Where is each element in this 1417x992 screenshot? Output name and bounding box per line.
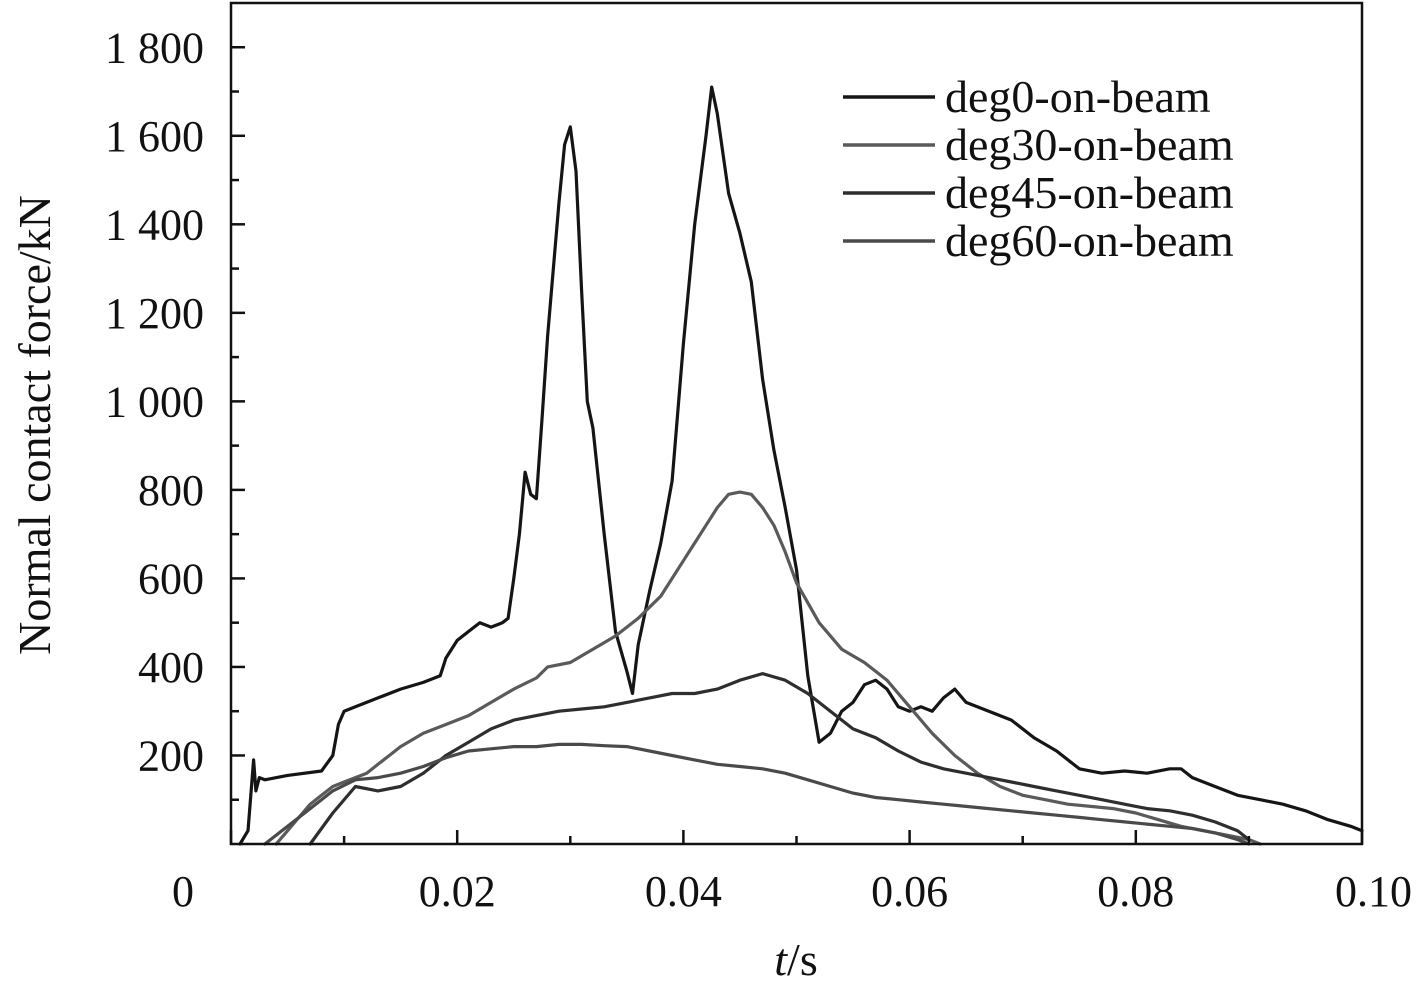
x-tick-label: 0.06: [871, 867, 948, 916]
series-line-deg60-on-beam: [263, 742, 1251, 846]
x-tick-label: 0.08: [1097, 867, 1174, 916]
x-axis-title: t/s: [774, 934, 817, 985]
legend-label: deg60-on-beam: [945, 215, 1234, 266]
y-tick-label: 600: [138, 554, 204, 603]
legend: deg0-on-beamdeg30-on-beamdeg45-on-beamde…: [843, 71, 1234, 266]
legend-label: deg45-on-beam: [945, 167, 1234, 218]
y-tick-labels: 200 400 600 800 1 000 1 200 1 400 1 600 1 800: [105, 23, 204, 780]
series-line-deg30-on-beam: [274, 490, 1262, 846]
series-line-deg45-on-beam: [308, 671, 1251, 846]
x-tick-label: 0.10: [1335, 867, 1412, 916]
y-axis-title: Normal contact force/kN: [9, 195, 60, 655]
y-tick-label: 1 600: [105, 112, 204, 161]
series-layer: [238, 85, 1364, 846]
y-tick-label: 1 200: [105, 289, 204, 338]
series-line-deg0-on-beam: [238, 85, 1364, 846]
y-tick-label: 800: [138, 466, 204, 515]
y-tick-label: 400: [138, 643, 204, 692]
y-tick-label: 200: [138, 731, 204, 780]
x-tick-label: 0.02: [419, 867, 496, 916]
ticks-layer: [229, 46, 1364, 844]
y-tick-label: 1 400: [105, 200, 204, 249]
legend-label: deg0-on-beam: [945, 71, 1211, 122]
legend-label: deg30-on-beam: [945, 119, 1234, 170]
x-tick-label: 0.04: [645, 867, 722, 916]
y-tick-label: 1 000: [105, 377, 204, 426]
x-tick-labels: 0 0.02 0.04 0.06 0.08 0.10: [172, 867, 1412, 916]
x-axis-title-symbol: t: [774, 934, 788, 985]
y-tick-label: 1 800: [105, 23, 204, 72]
x-axis-title-unit: /s: [787, 934, 818, 985]
x-tick-label: 0: [172, 867, 194, 916]
